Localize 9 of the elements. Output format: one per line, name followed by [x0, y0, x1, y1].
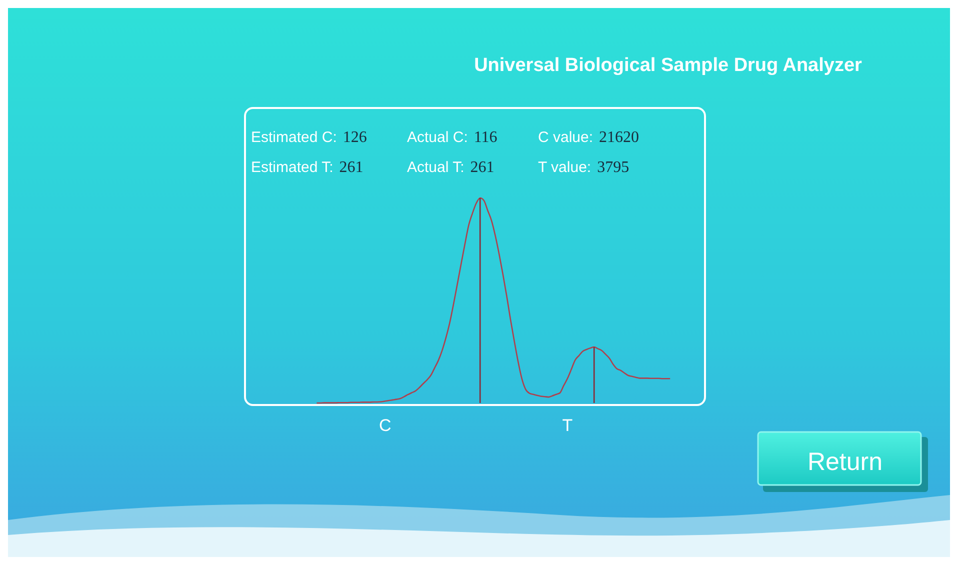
text: Actual T: 261	[407, 159, 494, 176]
x-tick-label: C	[378, 416, 392, 435]
text: Actual C: 116	[407, 129, 498, 146]
x-tick-label: T	[562, 416, 573, 435]
text: Estimated T: 261	[251, 159, 364, 176]
chart-title: Universal Biological Sample Drug Analyzer	[474, 55, 863, 76]
text: T value: 3795	[538, 159, 630, 176]
text: Estimated C: 126	[251, 129, 367, 146]
text: C value: 21620	[538, 129, 640, 146]
